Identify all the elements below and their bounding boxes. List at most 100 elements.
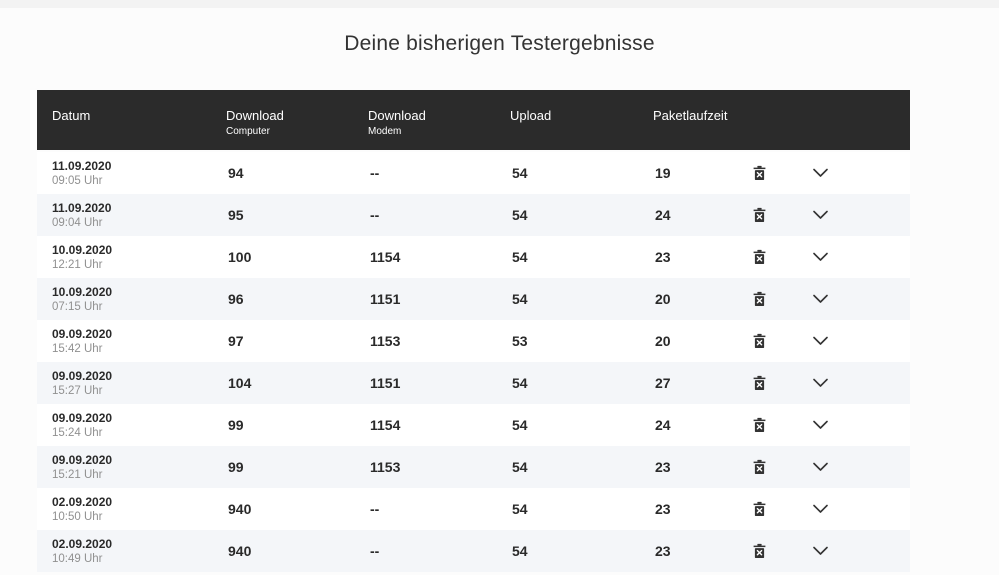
delete-result-button[interactable] (751, 416, 768, 435)
column-header-sublabel: Modem (368, 126, 402, 137)
upload-value: 54 (512, 375, 528, 391)
delete-result-button[interactable] (751, 206, 768, 225)
download-computer-value: 97 (228, 333, 244, 349)
download-computer-value: 94 (228, 165, 244, 181)
table-header: Datum Download Computer Download Modem U… (37, 90, 910, 150)
chevron-down-icon (813, 546, 828, 556)
expand-row-button[interactable] (811, 461, 830, 474)
upload-value: 54 (512, 543, 528, 559)
table-row: 09.09.2020 15:21 Uhr 99 1153 54 23 (37, 446, 910, 488)
result-datetime: 02.09.2020 10:49 Uhr (52, 537, 112, 566)
trash-delete-icon (753, 291, 766, 307)
result-time: 15:27 Uhr (52, 385, 103, 397)
download-computer-value: 104 (228, 375, 252, 391)
chevron-down-icon (813, 294, 828, 304)
download-modem-value: 1153 (370, 459, 401, 475)
expand-row-button[interactable] (811, 251, 830, 264)
trash-delete-icon (753, 543, 766, 559)
result-datetime: 09.09.2020 15:27 Uhr (52, 369, 112, 398)
table-row: 02.09.2020 10:50 Uhr 940 -- 54 23 (37, 488, 910, 530)
upload-value: 54 (512, 417, 528, 433)
expand-row-button[interactable] (811, 335, 830, 348)
download-computer-value: 100 (228, 249, 252, 265)
expand-row-button[interactable] (811, 293, 830, 306)
paketlaufzeit-value: 23 (655, 459, 671, 475)
result-date: 10.09.2020 (52, 285, 113, 299)
trash-delete-icon (753, 375, 766, 391)
result-datetime: 11.09.2020 09:05 Uhr (52, 159, 111, 188)
expand-row-button[interactable] (811, 419, 830, 432)
download-modem-value: 1154 (370, 249, 401, 265)
result-time: 15:42 Uhr (52, 343, 103, 355)
delete-result-button[interactable] (751, 248, 768, 267)
download-modem-value: -- (370, 207, 380, 223)
download-modem-value: -- (370, 165, 380, 181)
expand-row-button[interactable] (811, 545, 830, 558)
result-date: 11.09.2020 (52, 159, 112, 173)
paketlaufzeit-value: 24 (655, 207, 671, 223)
download-modem-value: 1154 (370, 417, 401, 433)
table-row: 11.09.2020 09:05 Uhr 94 -- 54 19 (37, 152, 910, 194)
table-body: 11.09.2020 09:05 Uhr 94 -- 54 19 (37, 152, 910, 572)
delete-result-button[interactable] (751, 500, 768, 519)
result-datetime: 10.09.2020 07:15 Uhr (52, 285, 112, 314)
paketlaufzeit-value: 20 (655, 333, 671, 349)
result-time: 12:21 Uhr (52, 259, 103, 271)
table-row: 10.09.2020 07:15 Uhr 96 1151 54 20 (37, 278, 910, 320)
table-row: 10.09.2020 12:21 Uhr 100 1154 54 23 (37, 236, 910, 278)
chevron-down-icon (813, 504, 828, 514)
result-time: 09:04 Uhr (52, 217, 103, 229)
result-date: 09.09.2020 (52, 411, 113, 425)
result-date: 09.09.2020 (52, 453, 113, 467)
column-header-datum: Datum (52, 108, 91, 123)
upload-value: 54 (512, 249, 528, 265)
delete-result-button[interactable] (751, 332, 768, 351)
upload-value: 54 (512, 207, 528, 223)
column-header-paketlaufzeit: Paketlaufzeit (653, 108, 728, 123)
expand-row-button[interactable] (811, 167, 830, 180)
download-modem-value: -- (370, 543, 380, 559)
delete-result-button[interactable] (751, 458, 768, 477)
delete-result-button[interactable] (751, 290, 768, 309)
trash-delete-icon (753, 249, 766, 265)
result-date: 09.09.2020 (52, 327, 113, 341)
page-title: Deine bisherigen Testergebnisse (344, 32, 655, 55)
paketlaufzeit-value: 27 (655, 375, 671, 391)
chevron-down-icon (813, 168, 828, 178)
table-row: 09.09.2020 15:27 Uhr 104 1151 54 27 (37, 362, 910, 404)
download-computer-value: 940 (228, 501, 252, 517)
result-time: 15:24 Uhr (52, 427, 103, 439)
upload-value: 54 (512, 501, 528, 517)
column-header-sublabel: Computer (226, 126, 270, 137)
expand-row-button[interactable] (811, 503, 830, 516)
result-datetime: 09.09.2020 15:21 Uhr (52, 453, 112, 482)
trash-delete-icon (753, 417, 766, 433)
paketlaufzeit-value: 23 (655, 501, 671, 517)
chevron-down-icon (813, 210, 828, 220)
paketlaufzeit-value: 20 (655, 291, 671, 307)
download-modem-value: -- (370, 501, 380, 517)
download-modem-value: 1153 (370, 333, 401, 349)
paketlaufzeit-value: 23 (655, 543, 671, 559)
delete-result-button[interactable] (751, 542, 768, 561)
result-date: 09.09.2020 (52, 369, 113, 383)
download-computer-value: 99 (228, 417, 244, 433)
paketlaufzeit-value: 24 (655, 417, 671, 433)
result-datetime: 02.09.2020 10:50 Uhr (52, 495, 112, 524)
result-datetime: 10.09.2020 12:21 Uhr (52, 243, 112, 272)
column-header-upload: Upload (510, 108, 552, 123)
upload-value: 53 (512, 333, 528, 349)
delete-result-button[interactable] (751, 164, 768, 183)
result-time: 10:49 Uhr (52, 553, 103, 565)
chevron-down-icon (813, 420, 828, 430)
expand-row-button[interactable] (811, 377, 830, 390)
expand-row-button[interactable] (811, 209, 830, 222)
result-time: 15:21 Uhr (52, 469, 103, 481)
result-date: 10.09.2020 (52, 243, 113, 257)
column-header-download-modem: Download Modem (368, 109, 426, 137)
delete-result-button[interactable] (751, 374, 768, 393)
download-computer-value: 95 (228, 207, 244, 223)
trash-delete-icon (753, 207, 766, 223)
result-time: 10:50 Uhr (52, 511, 103, 523)
download-modem-value: 1151 (370, 291, 401, 307)
